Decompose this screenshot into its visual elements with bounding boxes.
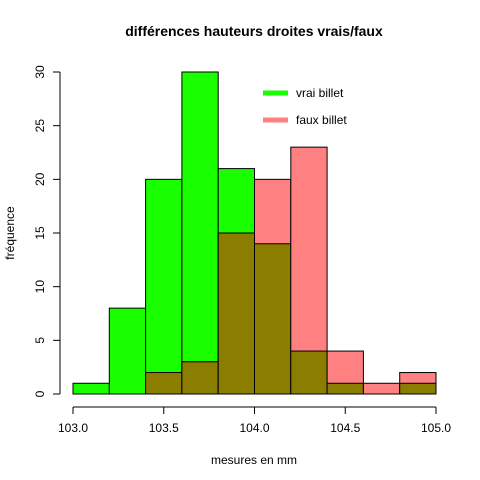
x-tick-label: 103.5 (149, 421, 179, 435)
y-axis: 0 5 10 15 20 25 30 (33, 65, 61, 397)
y-axis-label: fréquence (3, 206, 17, 260)
bar-overlap (326, 382, 364, 395)
bar-overlap (217, 232, 255, 395)
y-tick-label: 0 (33, 390, 47, 397)
bar-vrai-billet (72, 382, 110, 395)
y-tick-label: 30 (33, 65, 47, 79)
y-tick-label: 10 (33, 280, 47, 294)
x-axis: 103.0 103.5 104.0 104.5 105.0 (58, 406, 451, 435)
bar-vrai-billet (145, 178, 183, 395)
y-tick-label: 25 (33, 119, 47, 133)
bar-overlap (254, 243, 292, 395)
bar-overlap (181, 361, 219, 395)
x-tick-label: 104.0 (239, 421, 269, 435)
chart-title: différences hauteurs droites vrais/faux (125, 23, 383, 39)
bar-overlap (145, 372, 183, 395)
y-tick-label: 20 (33, 172, 47, 186)
bar-faux-billet (362, 382, 401, 395)
x-tick-label: 105.0 (421, 421, 451, 435)
x-tick-label: 103.0 (58, 421, 88, 435)
bar-vrai-billet (181, 71, 219, 395)
legend: vrai billet faux billet (263, 86, 347, 127)
x-tick-label: 104.5 (330, 421, 360, 435)
y-tick-label: 5 (33, 337, 47, 344)
y-tick-label: 15 (33, 226, 47, 240)
bar-overlap (399, 382, 437, 395)
x-axis-label: mesures en mm (211, 453, 297, 467)
bar-overlap (290, 350, 328, 395)
legend-label: vrai billet (296, 86, 344, 100)
legend-label: faux billet (296, 113, 347, 127)
bar-vrai-billet (108, 307, 147, 395)
bars-group (72, 71, 437, 395)
